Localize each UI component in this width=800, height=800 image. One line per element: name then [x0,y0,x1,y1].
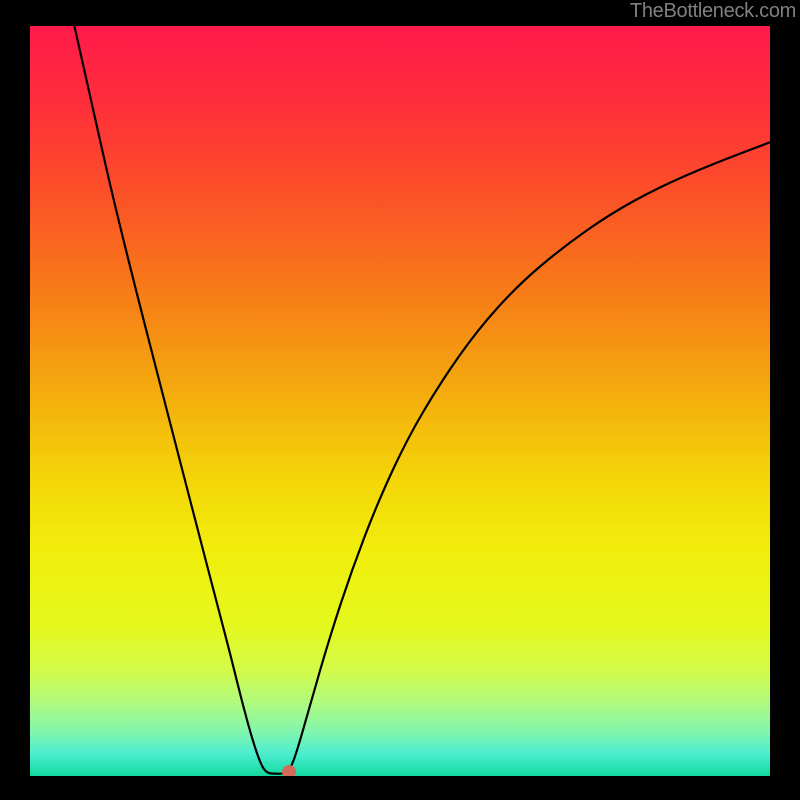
plot-area [30,26,770,776]
bottleneck-curve [30,26,770,776]
optimal-point-marker [282,765,296,776]
watermark-text: TheBottleneck.com [630,0,796,23]
chart-container [0,0,800,800]
